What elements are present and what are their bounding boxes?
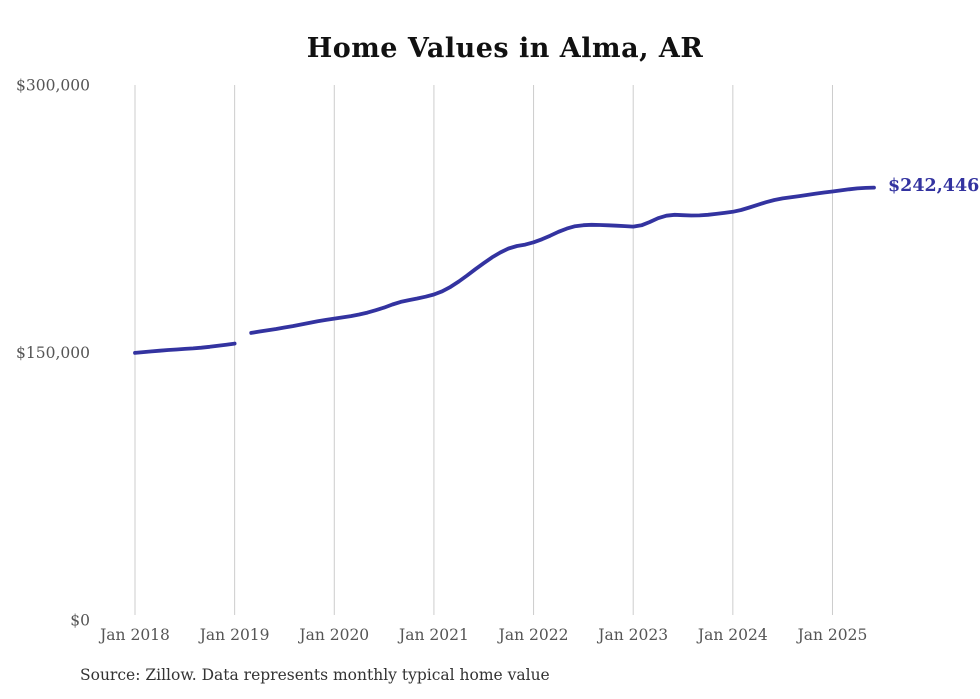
x-tick-label: Jan 2020 [297, 626, 369, 644]
chart-title: Home Values in Alma, AR [306, 33, 704, 64]
x-tick-label: Jan 2024 [696, 626, 768, 644]
x-tick-label: Jan 2022 [497, 626, 569, 644]
x-tick-label: Jan 2018 [98, 626, 170, 644]
y-tick-label: $300,000 [16, 77, 90, 95]
latest-value-label: $242,446 [887, 175, 980, 196]
x-tick-label: Jan 2023 [596, 626, 668, 644]
source-note: Source: Zillow. Data represents monthly … [80, 666, 550, 684]
x-tick-label: Jan 2021 [397, 626, 469, 644]
x-tick-label: Jan 2019 [198, 626, 270, 644]
home-value-line [133, 185, 876, 355]
x-tick-label: Jan 2025 [796, 626, 868, 644]
y-tick-label: $0 [70, 612, 90, 630]
y-tick-label: $150,000 [16, 344, 90, 362]
